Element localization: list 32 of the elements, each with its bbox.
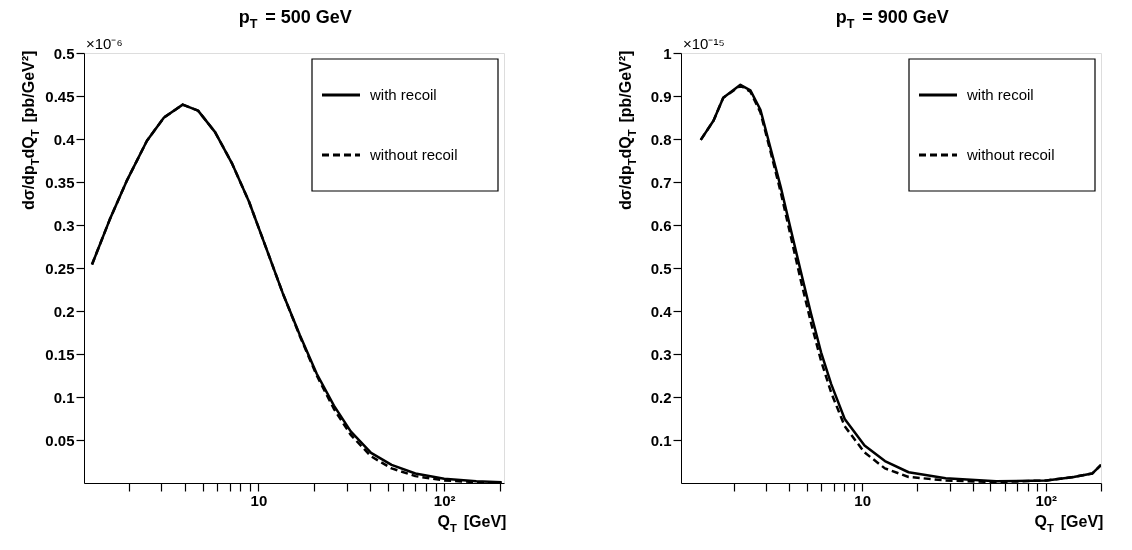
y-tick-label: 0.2 <box>650 388 672 406</box>
y-tick-label: 0.5 <box>650 259 672 277</box>
x-tick-label: 10 <box>854 491 872 509</box>
x-tick-label: 10 <box>250 491 268 509</box>
legend-label: with recoil <box>369 86 437 103</box>
y-tick-label: 0.5 <box>53 44 75 62</box>
y-tick-label: 0.45 <box>45 87 75 105</box>
text: ×10⁻⁶ <box>86 35 123 52</box>
y-tick-label: 0.1 <box>53 388 75 406</box>
y-tick-label: 0.35 <box>45 173 75 191</box>
y-tick-label: 0.6 <box>650 216 672 234</box>
y-tick-label: 0.4 <box>650 302 673 320</box>
legend-label: without recoil <box>369 146 458 163</box>
y-tick-label: 0.8 <box>650 130 672 148</box>
y-tick-label: 0.2 <box>53 302 75 320</box>
y-axis-title: dσ/dpTdQT [pb/GeV²] <box>20 50 41 211</box>
y-tick-label: 0.9 <box>650 87 672 105</box>
x-tick-label: 10² <box>1035 491 1058 509</box>
y-tick-label: 0.05 <box>45 431 75 449</box>
y-tick-label: 0.3 <box>650 345 672 363</box>
y-tick-label: 1 <box>663 44 672 62</box>
legend-label: with recoil <box>966 86 1034 103</box>
text: ×10⁻¹⁵ <box>683 35 725 52</box>
y-tick-label: 0.15 <box>45 345 75 363</box>
y-tick-label: 0.25 <box>45 259 75 277</box>
x-tick-label: 10² <box>433 491 456 509</box>
y-axis-title: dσ/dpTdQT [pb/GeV²] <box>617 50 638 211</box>
y-tick-label: 0.1 <box>650 431 672 449</box>
y-tick-label: 0.3 <box>53 216 75 234</box>
y-tick-label: 0.4 <box>53 130 76 148</box>
y-tick-label: 0.7 <box>650 173 672 191</box>
legend-label: without recoil <box>966 146 1055 163</box>
